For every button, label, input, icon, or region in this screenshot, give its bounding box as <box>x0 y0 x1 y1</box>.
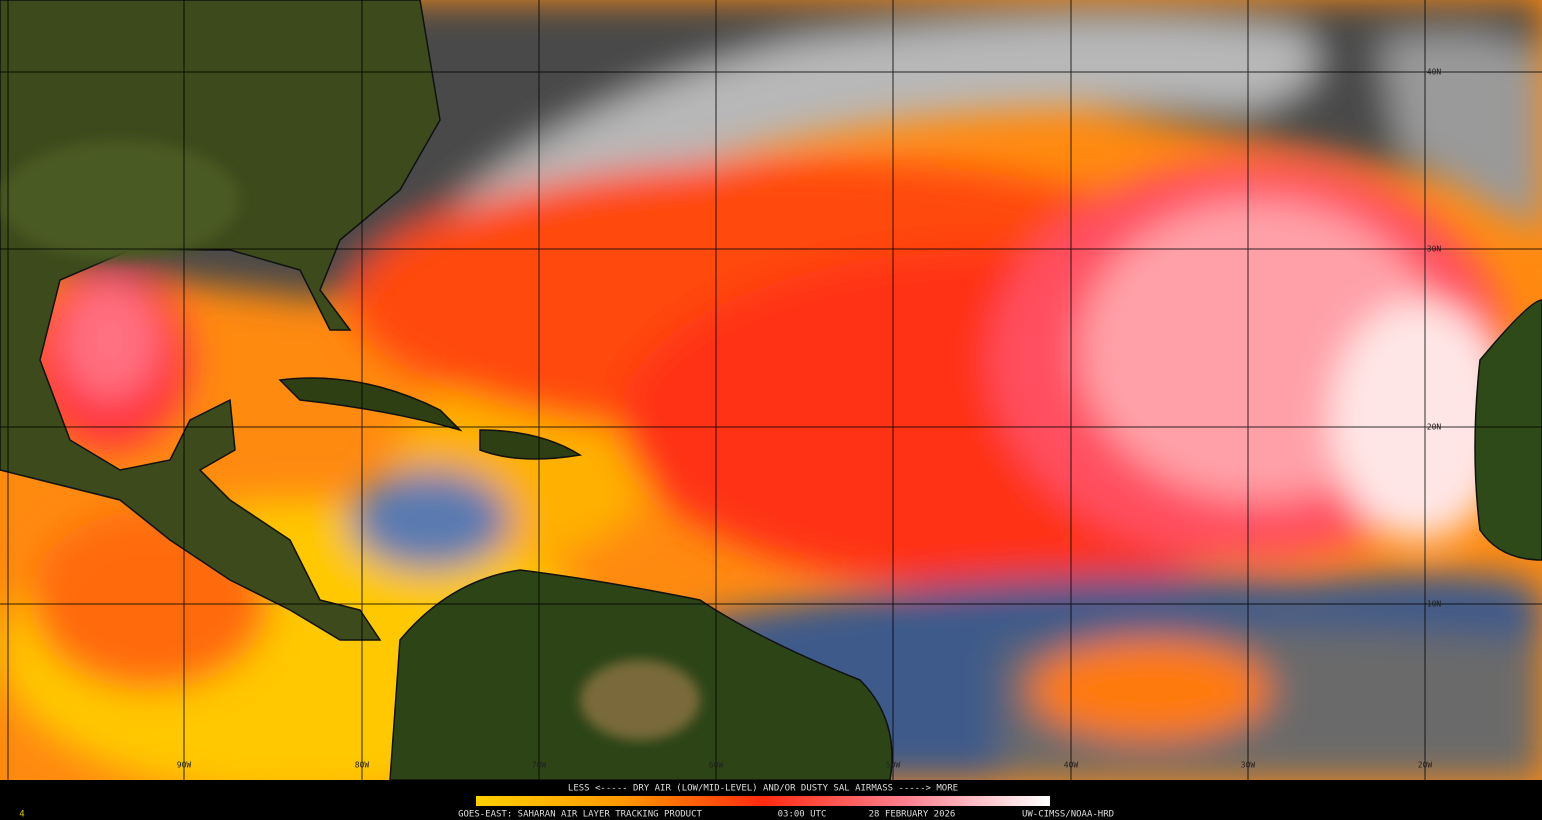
lon-label: 60W <box>709 761 724 770</box>
imagery <box>0 0 1542 800</box>
lat-lon-grid <box>0 0 1542 782</box>
lon-label: 50W <box>886 761 901 770</box>
lat-label: 10N <box>1427 600 1442 609</box>
lat-label: 20N <box>1427 423 1442 432</box>
date: 28 FEBRUARY 2026 <box>869 810 956 820</box>
time: 03:00 UTC <box>778 810 827 820</box>
frame-number: 4 <box>19 810 24 820</box>
lat-label: 30N <box>1427 245 1442 254</box>
lon-label: 70W <box>532 761 547 770</box>
color-bar <box>476 796 1050 806</box>
credit: UW-CIMSS/NOAA-HRD <box>1022 810 1114 820</box>
lon-label: 20W <box>1418 761 1433 770</box>
lon-label: 90W <box>177 761 192 770</box>
product-name: GOES-EAST: SAHARAN AIR LAYER TRACKING PR… <box>458 810 702 820</box>
grid-labels: 40N 30N 20N 10N 90W 80W 70W 60W 50W 40W 30W 20W <box>177 68 1442 770</box>
lon-label: 30W <box>1241 761 1256 770</box>
lat-label: 40N <box>1427 68 1442 77</box>
lon-label: 40W <box>1064 761 1079 770</box>
lon-label: 80W <box>355 761 370 770</box>
legend-text: LESS <----- DRY AIR (LOW/MID-LEVEL) AND/… <box>568 784 958 794</box>
